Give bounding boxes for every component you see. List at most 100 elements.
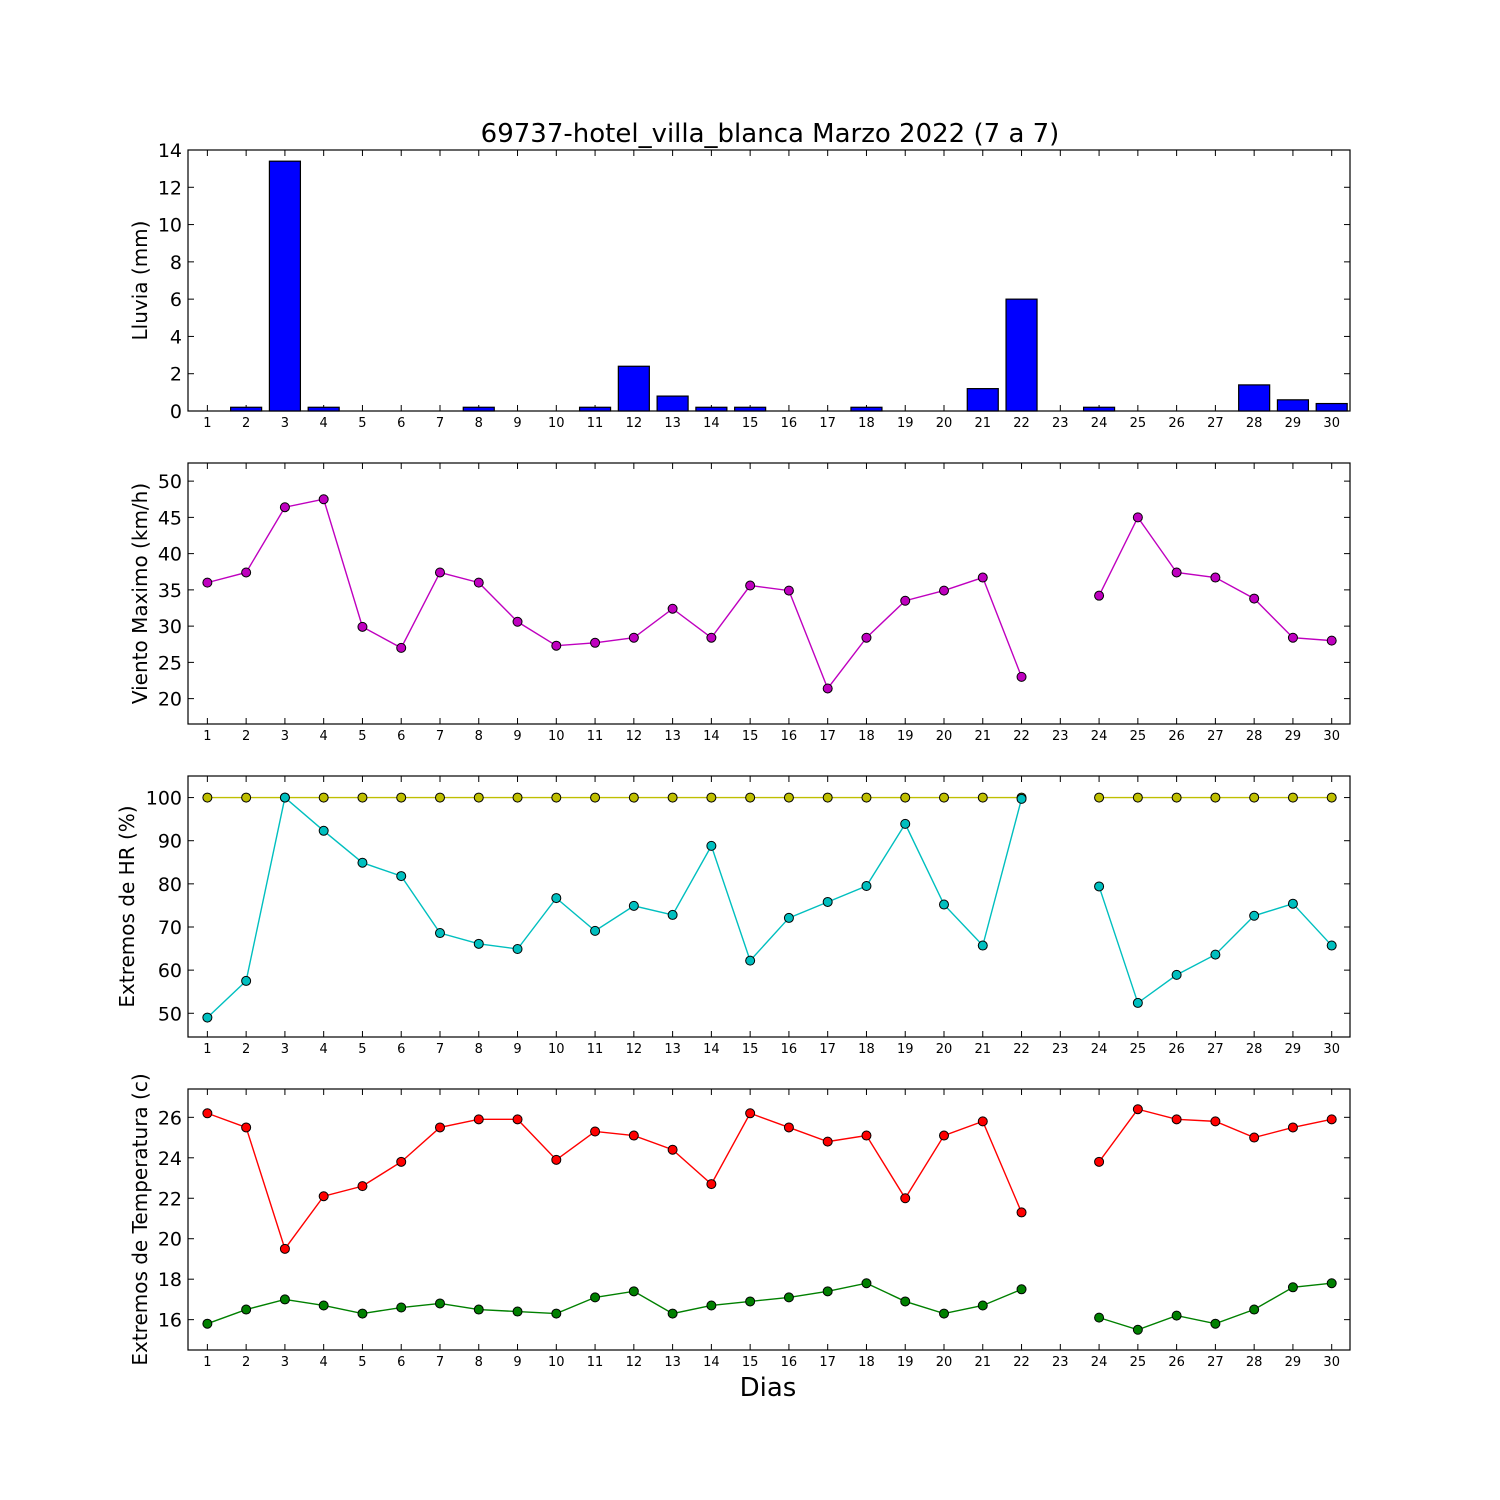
hr-min-point [1210, 949, 1221, 960]
wind-point [1326, 635, 1337, 646]
hr-min-point [783, 912, 794, 923]
x-tick-label: 1 [203, 1042, 211, 1057]
hr-max-point [512, 792, 523, 803]
x-tick-label: 14 [703, 1042, 720, 1057]
hr-min-point [1326, 940, 1337, 951]
temp-min-point [357, 1308, 368, 1319]
x-tick-label: 28 [1246, 1042, 1263, 1057]
hr-min-point [1287, 898, 1298, 909]
y-tick-label: 0 [170, 401, 182, 423]
temp-min-point [1094, 1312, 1105, 1323]
rain-bar [268, 160, 302, 412]
x-tick-label: 10 [548, 729, 565, 744]
y-tick-label: 60 [158, 960, 182, 982]
y-tick-label: 8 [170, 252, 182, 274]
x-tick-label: 7 [436, 729, 444, 744]
x-tick-label: 26 [1168, 416, 1185, 431]
temp-min-point [628, 1286, 639, 1297]
y-tick-label: 20 [158, 1229, 182, 1251]
hr-max-point [822, 792, 833, 803]
y-tick-label: 24 [158, 1148, 182, 1170]
x-tick-label: 12 [626, 1355, 643, 1370]
hr-min-point [977, 940, 988, 951]
x-tick-label: 28 [1246, 416, 1263, 431]
x-tick-label: 4 [320, 416, 328, 431]
temp-max-point [1132, 1104, 1143, 1115]
wind-point [861, 632, 872, 643]
y-axis-label: Lluvia (mm) [128, 221, 152, 341]
wind-point [1249, 593, 1260, 604]
hr-min-point [357, 857, 368, 868]
y-tick-label: 10 [158, 215, 182, 237]
temp-max-point [279, 1243, 290, 1254]
y-tick-label: 14 [158, 140, 182, 162]
hr-min-point [434, 928, 445, 939]
hr-max-point [628, 792, 639, 803]
x-tick-label: 24 [1091, 729, 1108, 744]
y-axis-label: Extremos de Temperatura (c) [128, 1073, 152, 1365]
temp-max-line [207, 1112, 1023, 1251]
temp-max-point [202, 1108, 213, 1119]
x-tick-label: 4 [320, 729, 328, 744]
x-tick-label: 29 [1285, 416, 1302, 431]
temp-min-point [279, 1294, 290, 1305]
hr-min-point [318, 825, 329, 836]
x-tick-label: 10 [548, 1355, 565, 1370]
temp-max-point [822, 1136, 833, 1147]
x-tick-label: 11 [587, 416, 604, 431]
temp-max-point [473, 1114, 484, 1125]
rain-bar [1238, 384, 1271, 412]
x-tick-label: 13 [664, 416, 681, 431]
hr-min-point [1249, 910, 1260, 921]
wind-point [1287, 632, 1298, 643]
y-tick-label: 16 [158, 1310, 182, 1332]
x-tick-label: 29 [1285, 729, 1302, 744]
y-tick-label: 50 [158, 1003, 182, 1025]
temp-min-point [667, 1308, 678, 1319]
hr-min-point [1171, 969, 1182, 980]
temp-max-point [783, 1122, 794, 1133]
hr-max-point [241, 792, 252, 803]
x-tick-label: 7 [436, 416, 444, 431]
rain-bar [734, 406, 767, 412]
rain-bar [1005, 298, 1038, 412]
x-tick-label: 3 [281, 416, 289, 431]
temp-max-point [1210, 1116, 1221, 1127]
x-tick-label: 1 [203, 729, 211, 744]
plot-frame [187, 775, 1351, 1038]
hr-min-point [706, 840, 717, 851]
x-tick-label: 28 [1246, 1355, 1263, 1370]
hr-max-point [1132, 792, 1143, 803]
hr-max-point [357, 792, 368, 803]
x-tick-label: 9 [513, 416, 521, 431]
temp-max-point [900, 1193, 911, 1204]
rain-bar [617, 365, 650, 412]
x-tick-label: 3 [281, 1355, 289, 1370]
x-tick-label: 21 [974, 729, 991, 744]
x-tick-label: 1 [203, 416, 211, 431]
x-tick-label: 23 [1052, 1042, 1069, 1057]
hr-min-point [1132, 997, 1143, 1008]
x-tick-label: 23 [1052, 416, 1069, 431]
wind-point [822, 683, 833, 694]
x-tick-label: 29 [1285, 1042, 1302, 1057]
x-tick-label: 24 [1091, 1042, 1108, 1057]
y-axis-label: Viento Maximo (km/h) [128, 483, 152, 704]
temp-max-point [551, 1154, 562, 1165]
temp-max-point [241, 1122, 252, 1133]
x-tick-label: 22 [1013, 1355, 1030, 1370]
hr-max-point [706, 792, 717, 803]
temp-max-point [706, 1179, 717, 1190]
rain-bar [1082, 406, 1116, 412]
x-tick-label: 15 [742, 416, 759, 431]
temp-max-point [1171, 1114, 1182, 1125]
x-tick-label: 17 [819, 1042, 836, 1057]
x-tick-label: 19 [897, 1042, 914, 1057]
plot-frame [187, 149, 1351, 412]
hr-min-point [667, 909, 678, 920]
wind-point [1171, 567, 1182, 578]
temp-max-point [396, 1156, 407, 1167]
temp-min-point [1210, 1318, 1221, 1329]
